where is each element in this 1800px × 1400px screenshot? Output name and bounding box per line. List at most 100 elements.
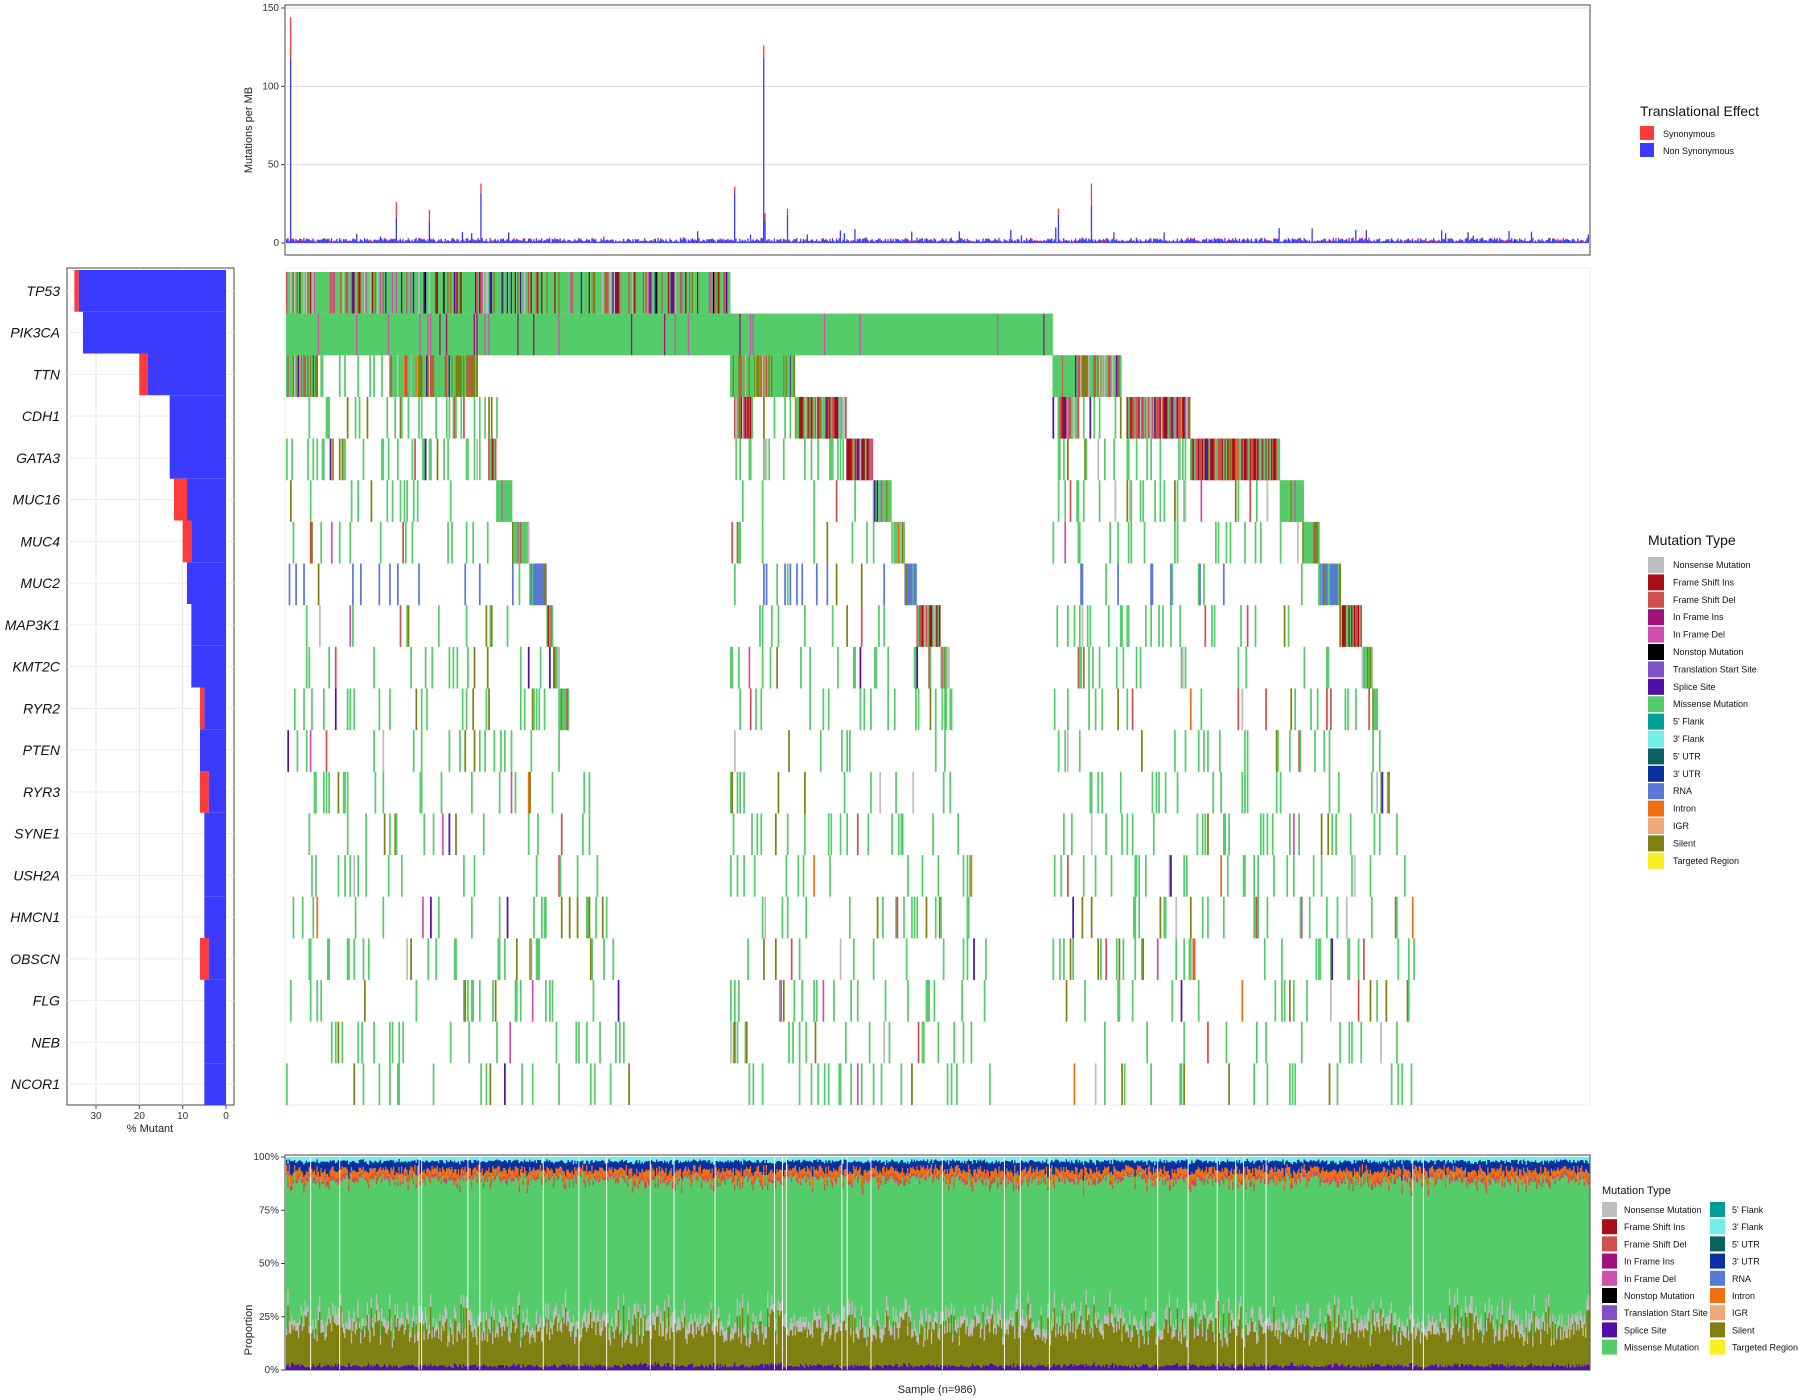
waterfall-cell	[585, 896, 588, 939]
burden-bar-syn	[752, 239, 754, 240]
waterfall-cell	[1348, 1021, 1351, 1064]
waterfall-cell	[801, 313, 804, 356]
waterfall-cell	[841, 730, 843, 772]
burden-bar-nonsyn	[1388, 239, 1390, 243]
waterfall-cell	[667, 272, 670, 314]
burden-bar-nonsyn	[723, 240, 725, 243]
waterfall-cell	[1138, 855, 1141, 897]
waterfall-cell	[330, 438, 333, 481]
waterfall-cell	[560, 813, 563, 856]
proportion-segment	[328, 1189, 331, 1308]
waterfall-cell	[341, 438, 344, 481]
waterfall-cell	[415, 272, 418, 314]
waterfall-cell	[1237, 646, 1240, 689]
waterfall-cell	[658, 313, 661, 356]
waterfall-cell	[552, 313, 555, 356]
waterfall-cell	[912, 313, 915, 356]
waterfall-cell	[904, 563, 907, 606]
burden-bar-nonsyn	[1332, 238, 1334, 243]
waterfall-cell	[730, 980, 732, 1022]
burden-bar-nonsyn	[308, 239, 310, 243]
waterfall-cell	[1204, 438, 1207, 481]
waterfall-cell	[408, 355, 411, 397]
waterfall-cell	[500, 313, 502, 356]
waterfall-cell	[431, 355, 434, 397]
waterfall-cell	[619, 272, 621, 314]
burden-bar-nonsyn	[1007, 241, 1009, 243]
burden-bar-syn	[786, 208, 789, 215]
waterfall-cell	[1063, 355, 1065, 397]
waterfall-cell	[354, 896, 357, 939]
burden-bar-nonsyn	[632, 239, 634, 243]
waterfall-cell	[568, 896, 571, 939]
waterfall-cell	[895, 771, 897, 814]
burden-bar-nonsyn	[1010, 230, 1012, 243]
burden-bar-nonsyn	[443, 241, 445, 243]
burden-bar-syn	[580, 239, 583, 241]
burden-bar-nonsyn	[702, 239, 704, 243]
mutation-type-legend-swatch	[1648, 818, 1664, 834]
burden-bar-nonsyn	[1110, 240, 1112, 243]
waterfall-cell	[474, 313, 477, 356]
waterfall-cell	[420, 730, 423, 772]
waterfall-cell	[338, 313, 341, 356]
waterfall-cell	[377, 272, 379, 314]
burden-bar-syn	[867, 239, 869, 241]
waterfall-cell	[579, 272, 582, 314]
waterfall-cell	[804, 396, 806, 439]
waterfall-cell	[649, 272, 652, 314]
waterfall-cell	[311, 272, 313, 314]
waterfall-cell	[907, 980, 909, 1022]
burden-bar-nonsyn	[1468, 241, 1471, 243]
waterfall-cell	[286, 355, 288, 397]
proportion-segment	[341, 1327, 344, 1366]
waterfall-cell	[1081, 563, 1084, 606]
waterfall-cell	[776, 313, 778, 356]
burden-bar-nonsyn	[1514, 239, 1517, 243]
proportion-segment	[320, 1157, 323, 1162]
waterfall-cell	[767, 355, 769, 397]
waterfall-cell	[756, 813, 759, 856]
burden-bar-syn	[1565, 238, 1567, 240]
burden-bar-nonsyn	[1429, 240, 1431, 243]
burden-bar-syn	[1554, 239, 1556, 241]
burden-bar-nonsyn	[1216, 239, 1218, 243]
waterfall-cell	[1114, 396, 1117, 439]
waterfall-cell	[763, 563, 765, 606]
waterfall-cell	[934, 313, 937, 356]
proportion-segment	[317, 1162, 320, 1172]
burden-bar-nonsyn	[1485, 240, 1488, 243]
proportion-segment	[289, 1161, 292, 1175]
burden-bar-syn	[399, 238, 401, 240]
waterfall-cell	[1248, 438, 1250, 481]
waterfall-cell	[933, 980, 936, 1022]
waterfall-cell	[391, 355, 394, 397]
proportion-segment	[330, 1364, 333, 1370]
waterfall-cell	[342, 771, 345, 814]
waterfall-cell	[1396, 896, 1398, 939]
waterfall-cell	[389, 1021, 391, 1064]
waterfall-cell	[550, 272, 553, 314]
burden-bar-syn	[1352, 237, 1354, 239]
waterfall-cell	[735, 355, 738, 397]
waterfall-cell	[689, 272, 691, 314]
burden-bar-nonsyn	[1431, 240, 1434, 243]
waterfall-cell	[1118, 980, 1121, 1022]
mutation-type-legend-swatch	[1648, 557, 1664, 573]
waterfall-cell	[1183, 938, 1186, 981]
burden-bar-nonsyn	[1304, 240, 1307, 243]
burden-bar-nonsyn	[601, 240, 604, 243]
waterfall-cell	[360, 272, 362, 314]
waterfall-cell	[888, 1021, 891, 1064]
waterfall-cell	[448, 813, 451, 856]
burden-bar-nonsyn	[1152, 239, 1155, 243]
waterfall-cell	[959, 313, 962, 356]
burden-bar-nonsyn	[1397, 238, 1399, 243]
burden-bar-nonsyn	[691, 238, 694, 243]
waterfall-cell	[1279, 771, 1282, 814]
waterfall-cell	[337, 855, 340, 897]
mutation-type-legend-swatch	[1648, 783, 1664, 800]
waterfall-cell	[1292, 480, 1295, 522]
waterfall-cell	[308, 313, 311, 356]
waterfall-cell	[1347, 688, 1349, 731]
